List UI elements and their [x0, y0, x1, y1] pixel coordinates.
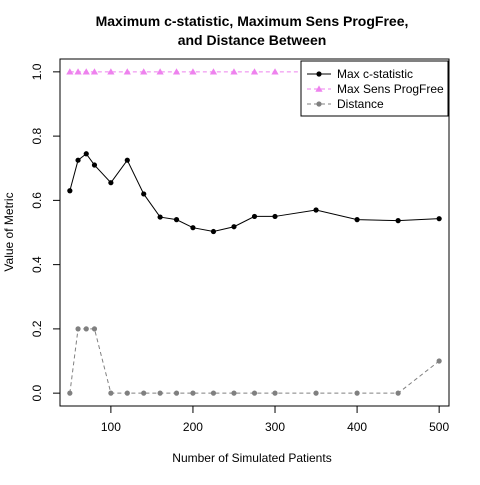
x-axis-label: Number of Simulated Patients	[172, 451, 331, 465]
data-point-max-c-statistic	[75, 157, 81, 163]
data-point-max-c-statistic	[141, 191, 147, 197]
data-point-distance	[173, 390, 180, 396]
series-max-c-statistic	[67, 151, 442, 235]
data-point-max-c-statistic	[83, 151, 89, 157]
data-point-distance	[272, 390, 278, 396]
data-point-max-c-statistic	[210, 228, 217, 235]
data-point-max-sens-progfree	[66, 68, 74, 75]
y-tick-label: 0.8	[30, 127, 44, 144]
legend-label-distance: Distance	[337, 97, 384, 111]
data-point-distance	[210, 390, 217, 396]
data-point-max-sens-progfree	[250, 68, 259, 75]
x-tick-label: 400	[347, 420, 367, 434]
series-line-distance	[69, 328, 440, 394]
data-point-distance	[91, 326, 98, 332]
x-axis: 100 200 300 400 500	[101, 405, 449, 434]
y-tick-label: 0.4	[30, 256, 44, 273]
y-axis: 0.0 0.2 0.4 0.6 0.8 1.0	[30, 63, 61, 401]
data-point-max-sens-progfree	[189, 68, 197, 75]
legend-marker-max-sens-progfree	[315, 85, 323, 92]
x-tick-label: 300	[265, 420, 285, 434]
legend-marker-max-c-statistic	[316, 71, 322, 77]
x-tick-label: 200	[183, 420, 203, 434]
data-point-max-c-statistic	[91, 162, 98, 168]
data-point-max-c-statistic	[395, 218, 401, 224]
data-point-max-c-statistic	[231, 224, 237, 230]
data-point-max-sens-progfree	[140, 68, 148, 75]
data-point-distance	[190, 390, 196, 396]
y-tick-label: 1.0	[30, 63, 44, 80]
x-tick-label: 500	[429, 420, 449, 434]
data-point-max-sens-progfree	[74, 68, 82, 75]
y-tick-label: 0.6	[30, 192, 44, 209]
x-tick-label: 100	[101, 420, 121, 434]
data-point-distance	[157, 390, 163, 396]
data-point-max-c-statistic	[124, 157, 130, 163]
data-point-max-c-statistic	[190, 225, 196, 231]
legend-box	[300, 60, 449, 117]
y-tick-label: 0.0	[30, 384, 44, 401]
data-point-distance	[436, 358, 442, 364]
data-point-distance	[354, 390, 360, 396]
data-point-max-sens-progfree	[156, 68, 164, 75]
data-point-max-c-statistic	[313, 207, 319, 213]
y-tick-label: 0.2	[30, 320, 44, 337]
data-point-max-c-statistic	[251, 213, 258, 220]
data-point-max-sens-progfree	[172, 68, 181, 75]
data-point-distance	[313, 390, 319, 396]
data-point-max-sens-progfree	[230, 68, 238, 75]
data-point-max-c-statistic	[173, 217, 180, 223]
chart-title-line-2: and Distance Between	[178, 32, 327, 48]
chart-title-line-1: Maximum c-statistic, Maximum Sens ProgFr…	[96, 13, 409, 29]
series-line-max-c-statistic	[69, 153, 440, 233]
data-point-max-c-statistic	[67, 188, 73, 194]
data-point-max-sens-progfree	[107, 68, 115, 75]
data-point-distance	[141, 390, 147, 396]
y-axis-label: Value of Metric	[2, 192, 16, 271]
data-point-max-c-statistic	[108, 180, 114, 186]
data-point-max-c-statistic	[436, 216, 442, 222]
legend-label-max-sens-progfree: Max Sens ProgFree	[337, 82, 444, 96]
series-layer	[66, 68, 443, 396]
data-point-max-sens-progfree	[90, 68, 99, 75]
data-point-distance	[75, 326, 81, 332]
data-point-distance	[395, 390, 401, 396]
data-point-distance	[124, 390, 130, 396]
data-point-distance	[108, 390, 114, 396]
data-point-max-sens-progfree	[209, 68, 218, 75]
data-point-max-sens-progfree	[271, 68, 279, 75]
data-point-distance	[231, 390, 237, 396]
data-point-distance	[83, 326, 89, 332]
data-point-max-sens-progfree	[123, 68, 131, 75]
data-point-distance	[251, 390, 258, 396]
legend-marker-distance	[316, 101, 322, 107]
data-point-max-sens-progfree	[82, 68, 90, 75]
series-distance	[67, 326, 442, 396]
data-point-max-c-statistic	[157, 214, 163, 220]
legend-label-max-c-statistic: Max c-statistic	[337, 67, 413, 81]
data-point-distance	[67, 390, 73, 396]
data-point-max-c-statistic	[354, 217, 360, 223]
data-point-max-c-statistic	[272, 213, 278, 220]
